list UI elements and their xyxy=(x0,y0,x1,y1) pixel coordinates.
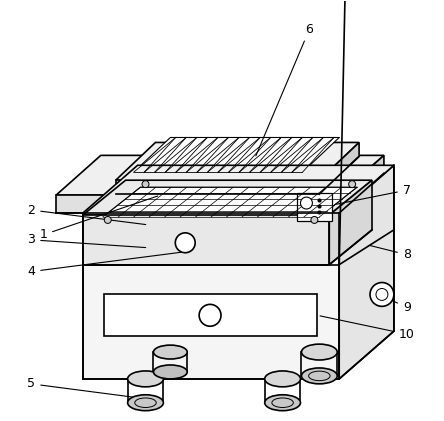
Polygon shape xyxy=(56,195,339,213)
Circle shape xyxy=(142,181,149,188)
Text: 10: 10 xyxy=(320,316,415,341)
Polygon shape xyxy=(116,180,319,194)
Polygon shape xyxy=(83,180,372,215)
Circle shape xyxy=(199,304,221,326)
Text: 8: 8 xyxy=(370,245,411,261)
Text: 5: 5 xyxy=(27,377,143,398)
Ellipse shape xyxy=(272,398,293,408)
Ellipse shape xyxy=(265,371,301,387)
Polygon shape xyxy=(104,294,317,336)
Circle shape xyxy=(376,288,388,301)
Circle shape xyxy=(175,233,195,253)
Ellipse shape xyxy=(135,398,156,408)
Polygon shape xyxy=(116,142,359,180)
Text: 7: 7 xyxy=(335,184,411,205)
Circle shape xyxy=(311,216,318,224)
Circle shape xyxy=(370,282,394,306)
Polygon shape xyxy=(83,213,339,379)
Text: 3: 3 xyxy=(28,233,146,248)
Ellipse shape xyxy=(301,368,337,384)
Circle shape xyxy=(301,197,313,209)
Ellipse shape xyxy=(127,395,163,410)
Polygon shape xyxy=(297,193,332,221)
Polygon shape xyxy=(56,155,384,195)
Text: 9: 9 xyxy=(381,296,411,314)
Text: 4: 4 xyxy=(28,252,182,278)
Polygon shape xyxy=(103,187,357,217)
Text: 1: 1 xyxy=(39,196,158,241)
Ellipse shape xyxy=(127,371,163,387)
Ellipse shape xyxy=(154,365,187,379)
Polygon shape xyxy=(83,165,394,213)
Ellipse shape xyxy=(309,371,330,381)
Circle shape xyxy=(349,181,356,188)
Text: 2: 2 xyxy=(28,203,146,224)
Polygon shape xyxy=(134,138,339,172)
Ellipse shape xyxy=(265,395,301,410)
Polygon shape xyxy=(83,215,329,265)
Circle shape xyxy=(104,216,111,224)
Ellipse shape xyxy=(301,344,337,360)
Polygon shape xyxy=(339,165,394,379)
Polygon shape xyxy=(329,180,372,265)
Ellipse shape xyxy=(154,345,187,359)
Text: 6: 6 xyxy=(256,23,313,156)
Polygon shape xyxy=(319,142,359,194)
Polygon shape xyxy=(339,155,384,213)
